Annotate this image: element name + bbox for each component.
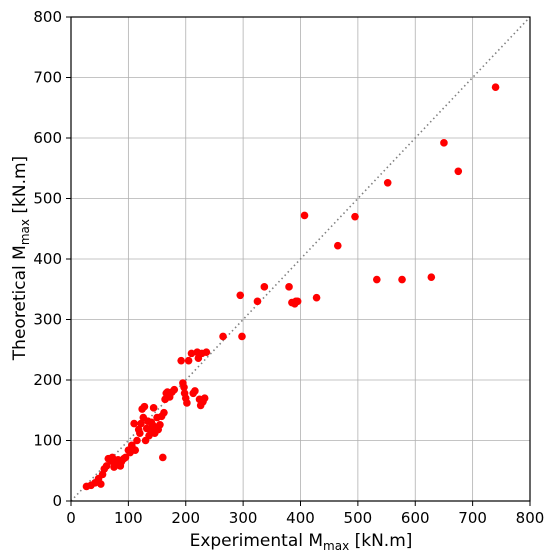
x-axis-label-subscript: max (323, 539, 349, 553)
data-point (97, 480, 105, 488)
data-point (200, 394, 209, 402)
y-axis-label-main: Theoretical M (10, 245, 30, 361)
y-tick-label: 0 (52, 492, 62, 510)
y-tick-label: 400 (33, 250, 62, 268)
x-tick-label: 200 (171, 509, 200, 527)
data-point (454, 167, 463, 176)
y-tick-label: 700 (33, 69, 62, 87)
x-tick-label: 500 (344, 509, 373, 527)
data-point (260, 283, 269, 291)
x-axis-label-main: Experimental M (190, 531, 323, 551)
data-point (136, 429, 144, 438)
data-point (440, 139, 448, 147)
y-axis-label: Theoretical Mmax [kN.m] (10, 156, 32, 361)
data-point (170, 385, 179, 394)
y-axis-label-unit: [kN.m] (10, 156, 30, 219)
data-point (491, 83, 500, 91)
data-point (145, 431, 153, 440)
data-point (398, 275, 406, 284)
data-point (149, 404, 158, 412)
data-point (187, 349, 196, 358)
x-axis-label-unit: [kN.m] (349, 531, 412, 551)
x-tick-label: 100 (114, 509, 143, 527)
data-point (238, 332, 246, 341)
data-point (293, 297, 302, 306)
y-tick-label: 100 (33, 432, 62, 450)
data-point (300, 211, 309, 220)
data-point (160, 408, 168, 417)
data-point (236, 291, 245, 300)
y-axis-label-subscript: max (18, 219, 32, 245)
x-tick-label: 800 (516, 509, 545, 527)
x-tick-label: 700 (458, 509, 487, 527)
x-tick-label: 400 (286, 509, 315, 527)
data-point (427, 273, 436, 281)
data-point (383, 178, 392, 187)
data-point (312, 293, 321, 302)
data-point (285, 283, 293, 291)
data-point (108, 453, 117, 462)
data-point (137, 419, 145, 428)
data-point (130, 419, 138, 428)
data-point (121, 453, 130, 462)
data-point (183, 399, 191, 407)
data-point (202, 348, 211, 356)
y-tick-label: 800 (33, 8, 62, 26)
y-tick-label: 500 (33, 190, 62, 208)
data-point (180, 383, 188, 392)
x-tick-label: 600 (401, 509, 430, 527)
y-tick-label: 300 (33, 311, 62, 329)
identity-reference-line (70, 16, 531, 502)
x-axis-label: Experimental Mmax [kN.m] (190, 531, 413, 553)
data-point (191, 387, 199, 395)
y-tick-label: 200 (33, 371, 62, 389)
data-point (373, 275, 381, 284)
data-point (156, 420, 164, 429)
data-point (102, 462, 111, 470)
data-point (253, 297, 262, 306)
x-axis-ticks: 0 100 200 300 400 500 600 700 800 (66, 501, 544, 527)
data-point (177, 356, 185, 365)
data-point (131, 446, 140, 454)
data-point (333, 241, 342, 250)
x-tick-label: 300 (229, 509, 258, 527)
data-point (219, 332, 227, 341)
data-point (159, 453, 167, 462)
y-tick-label: 600 (33, 129, 62, 147)
data-point (184, 356, 193, 365)
data-point (140, 402, 149, 411)
y-axis-ticks: 0 100 200 300 400 500 600 700 800 (33, 8, 71, 510)
data-points (82, 83, 500, 491)
x-tick-label: 0 (66, 509, 76, 527)
data-point (133, 436, 141, 445)
data-point (351, 212, 359, 221)
